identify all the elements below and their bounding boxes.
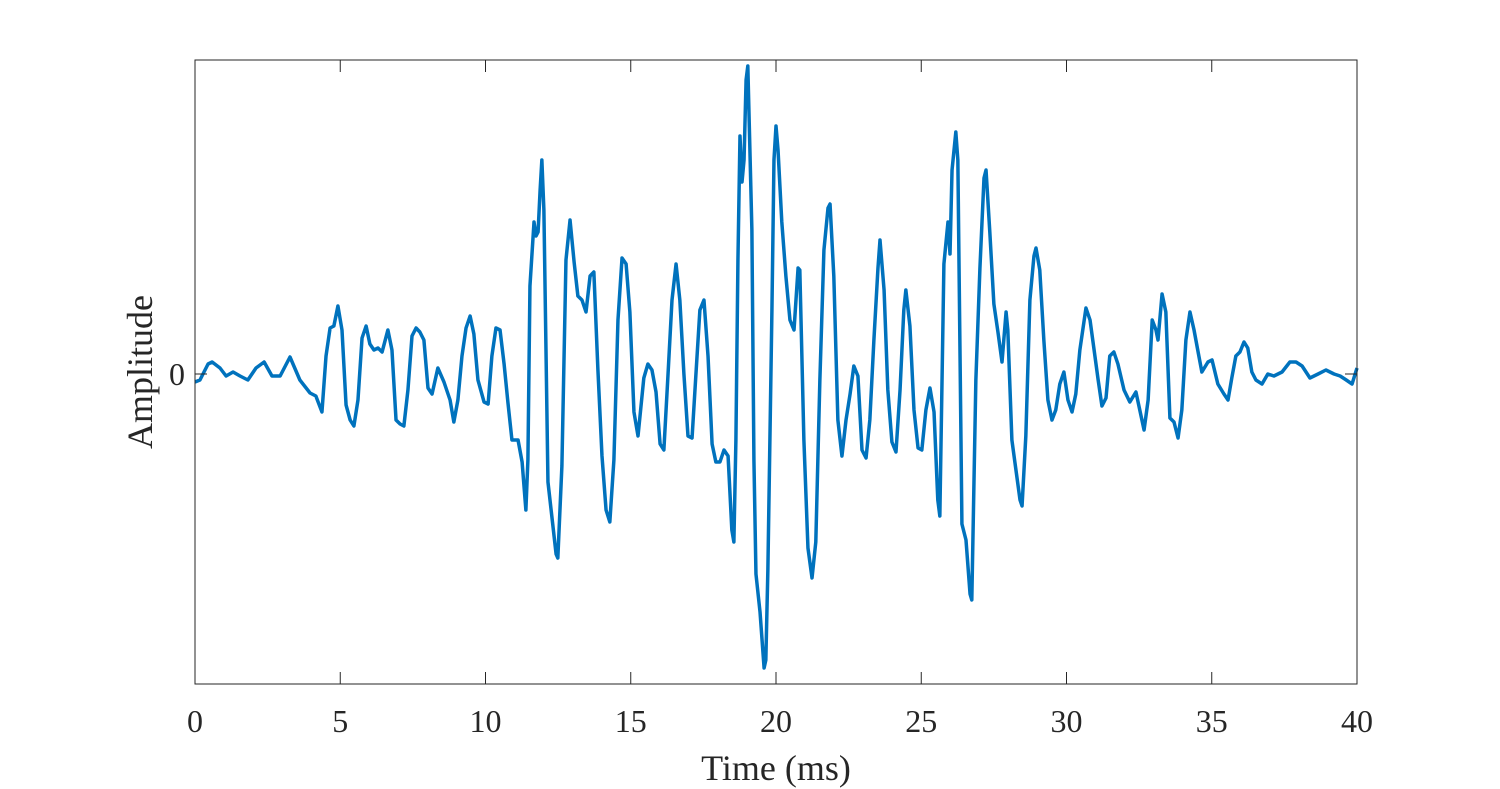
x-tick-label: 5	[332, 703, 348, 739]
x-tick-label: 35	[1196, 703, 1228, 739]
x-axis-label: Time (ms)	[701, 748, 851, 788]
x-tick-label: 20	[760, 703, 792, 739]
y-axis-label: Amplitude	[120, 295, 160, 449]
x-tick-label: 30	[1051, 703, 1083, 739]
x-tick-label: 40	[1341, 703, 1373, 739]
x-tick-label: 25	[905, 703, 937, 739]
x-tick-label: 0	[187, 703, 203, 739]
y-tick-label: 0	[169, 356, 185, 392]
x-tick-label: 10	[470, 703, 502, 739]
x-tick-label: 15	[615, 703, 647, 739]
waveform-line	[194, 64, 1359, 670]
